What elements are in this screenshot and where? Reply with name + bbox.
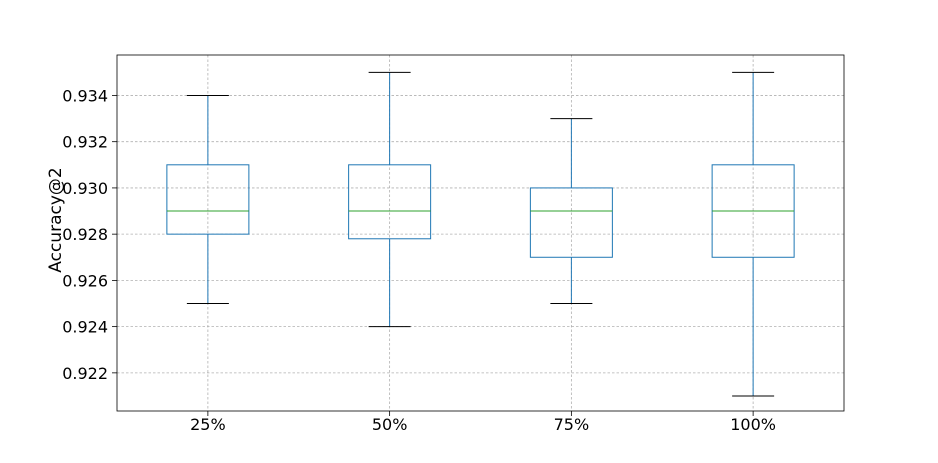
y-axis-label: Accuracy@2 — [46, 167, 66, 272]
box-100pct — [711, 71, 795, 397]
x-axis-ticks: 25% 50% 75% 100% — [190, 411, 776, 434]
x-tick-label: 75% — [554, 415, 590, 434]
y-tick-label: 0.926 — [62, 271, 108, 290]
iqr-box — [529, 187, 613, 258]
y-tick-label: 0.922 — [62, 364, 108, 383]
grid-lines — [117, 55, 844, 411]
iqr-box — [348, 164, 432, 240]
x-tick-label: 50% — [372, 415, 408, 434]
y-tick-label: 0.930 — [62, 179, 108, 198]
y-tick-label: 0.924 — [62, 318, 108, 337]
plot-frame — [116, 54, 845, 412]
x-tick-label: 25% — [190, 415, 226, 434]
box-50pct — [348, 71, 432, 328]
x-tick-label: 100% — [730, 415, 776, 434]
box-series — [166, 71, 795, 397]
y-axis-ticks: 0.922 0.924 0.926 0.928 0.930 0.932 0.934 — [62, 86, 117, 383]
box-25pct — [166, 94, 250, 305]
box-75pct — [529, 118, 613, 305]
y-tick-label: 0.928 — [62, 225, 108, 244]
y-tick-label: 0.934 — [62, 86, 108, 105]
y-tick-label: 0.932 — [62, 133, 108, 152]
iqr-box — [166, 164, 250, 235]
